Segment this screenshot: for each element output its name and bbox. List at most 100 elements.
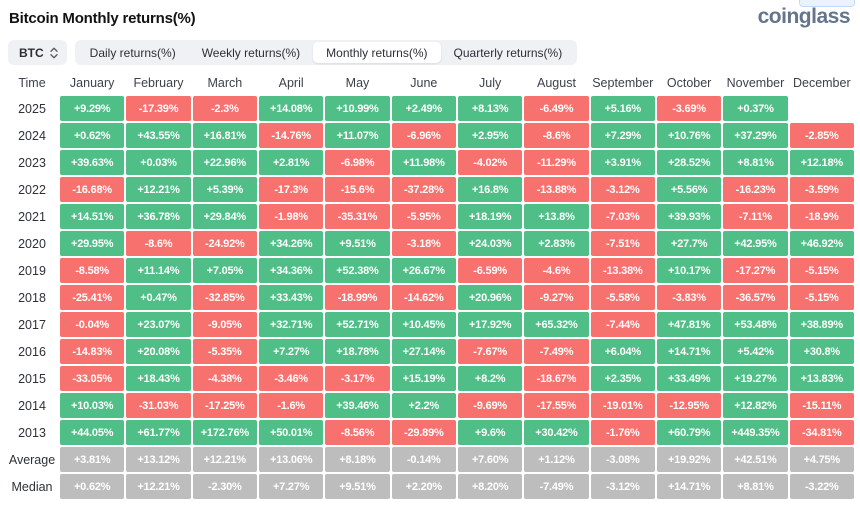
return-cell: +27.14% bbox=[391, 339, 456, 364]
return-cell: -25.41% bbox=[60, 285, 125, 310]
return-cell: +9.51% bbox=[325, 231, 390, 256]
return-cell: +47.81% bbox=[656, 312, 722, 337]
return-cell: +4.75% bbox=[789, 447, 854, 472]
tab-group: Daily returns(%) Weekly returns(%) Monthly… bbox=[74, 40, 578, 65]
return-cell: -17.25% bbox=[192, 393, 257, 418]
return-cell: -8.56% bbox=[325, 420, 390, 445]
return-cell: +172.76% bbox=[192, 420, 257, 445]
row-label: 2017 bbox=[18, 317, 46, 332]
table-row-average: Average +3.81% +13.12% +12.21% +13.06% +8.18%… bbox=[6, 447, 854, 472]
table-row-2023: 2023 +39.63% +0.03% +22.96% +2.81% -6.98% +11.… bbox=[6, 150, 854, 175]
table-row-2017: 2017 -0.04% +23.07% -9.05% +32.71% +52.71% +10… bbox=[6, 312, 854, 337]
return-cell: -1.6% bbox=[258, 393, 324, 418]
return-cell: -7.03% bbox=[590, 204, 655, 229]
return-cell: -14.62% bbox=[391, 285, 456, 310]
table-row-2020: 2020 +29.95% -8.6% -24.92% +34.26% +9.51% -3.1… bbox=[6, 231, 854, 256]
return-cell: +2.20% bbox=[391, 474, 456, 499]
return-cell: -29.89% bbox=[391, 420, 456, 445]
return-cell: +12.21% bbox=[126, 177, 191, 202]
return-cell: +29.95% bbox=[60, 231, 125, 256]
return-cell: +10.03% bbox=[60, 393, 125, 418]
return-cell: -9.27% bbox=[524, 285, 589, 310]
return-cell: +5.39% bbox=[192, 177, 257, 202]
column-header-july: July bbox=[479, 76, 502, 90]
return-cell: +46.92% bbox=[789, 231, 854, 256]
return-cell: +18.19% bbox=[457, 204, 523, 229]
return-cell: +12.18% bbox=[789, 150, 854, 175]
return-cell: -36.57% bbox=[723, 285, 788, 310]
return-cell: +39.63% bbox=[60, 150, 125, 175]
return-cell: -32.85% bbox=[192, 285, 257, 310]
return-cell: -4.02% bbox=[457, 150, 523, 175]
return-cell: +10.45% bbox=[391, 312, 456, 337]
return-cell: -15.6% bbox=[325, 177, 390, 202]
tab-weekly-returns[interactable]: Weekly returns(%) bbox=[189, 42, 313, 63]
return-cell: -15.11% bbox=[789, 393, 854, 418]
return-cell: +33.43% bbox=[258, 285, 324, 310]
return-cell: -5.15% bbox=[789, 285, 854, 310]
return-cell: +13.8% bbox=[524, 204, 589, 229]
table-row-2024: 2024 +0.62% +43.55% +16.81% -14.76% +11.07% -6… bbox=[6, 123, 854, 148]
return-cell: +7.27% bbox=[258, 339, 324, 364]
return-cell: +44.05% bbox=[60, 420, 125, 445]
return-cell: +8.18% bbox=[325, 447, 390, 472]
page-title: Bitcoin Monthly returns(%) bbox=[9, 10, 196, 27]
row-label: 2024 bbox=[18, 128, 46, 143]
tab-monthly-returns[interactable]: Monthly returns(%) bbox=[313, 42, 441, 63]
page-header: Bitcoin Monthly returns(%) coinglass bbox=[0, 0, 860, 34]
return-cell: +20.96% bbox=[457, 285, 523, 310]
return-cell: +19.92% bbox=[656, 447, 722, 472]
return-cell: +12.82% bbox=[723, 393, 788, 418]
return-cell: -18.99% bbox=[325, 285, 390, 310]
row-label: Median bbox=[11, 479, 53, 494]
table-row-2015: 2015 -33.05% +18.43% -4.38% -3.46% -3.17% +15.… bbox=[6, 366, 854, 391]
tab-daily-returns[interactable]: Daily returns(%) bbox=[77, 42, 189, 63]
return-cell: +0.47% bbox=[126, 285, 191, 310]
table-row-median: Median +0.62% +12.21% -2.30% +7.27% +9.51% +2.… bbox=[6, 474, 854, 499]
return-cell: -7.44% bbox=[590, 312, 655, 337]
return-cell: +0.37% bbox=[723, 96, 788, 121]
return-cell: +2.81% bbox=[258, 150, 324, 175]
return-cell: +9.6% bbox=[457, 420, 523, 445]
return-cell: -16.68% bbox=[60, 177, 125, 202]
toolbar: BTC Daily returns(%) Weekly returns(%) Mon… bbox=[8, 40, 860, 65]
return-cell: -35.31% bbox=[325, 204, 390, 229]
return-cell: +2.49% bbox=[391, 96, 456, 121]
return-cell: -13.88% bbox=[524, 177, 589, 202]
return-cell: -4.6% bbox=[524, 258, 589, 283]
coin-selector[interactable]: BTC bbox=[8, 40, 67, 65]
return-cell: +30.42% bbox=[524, 420, 589, 445]
column-header-february: February bbox=[133, 76, 184, 90]
column-header-august: August bbox=[537, 76, 576, 90]
return-cell: +42.51% bbox=[723, 447, 788, 472]
return-cell: -1.76% bbox=[590, 420, 655, 445]
return-cell: +14.71% bbox=[656, 339, 722, 364]
return-cell: -11.29% bbox=[524, 150, 589, 175]
return-cell: +15.19% bbox=[391, 366, 456, 391]
row-label: 2016 bbox=[18, 344, 46, 359]
return-cell: +52.71% bbox=[325, 312, 390, 337]
return-cell: +1.12% bbox=[524, 447, 589, 472]
return-cell: +8.20% bbox=[457, 474, 523, 499]
return-cell: +39.46% bbox=[325, 393, 390, 418]
return-cell: -3.59% bbox=[789, 177, 854, 202]
return-cell: +53.48% bbox=[723, 312, 788, 337]
return-cell: -6.59% bbox=[457, 258, 523, 283]
column-header-march: March bbox=[207, 76, 243, 90]
return-cell: +23.07% bbox=[126, 312, 191, 337]
return-cell: +38.89% bbox=[789, 312, 854, 337]
tab-quarterly-returns[interactable]: Quarterly returns(%) bbox=[441, 42, 576, 63]
column-header-june: June bbox=[410, 76, 438, 90]
return-cell: +12.21% bbox=[126, 474, 191, 499]
return-cell: +5.42% bbox=[723, 339, 788, 364]
return-cell: +17.92% bbox=[457, 312, 523, 337]
return-cell: +16.81% bbox=[192, 123, 257, 148]
return-cell: +24.03% bbox=[457, 231, 523, 256]
return-cell: -5.58% bbox=[590, 285, 655, 310]
return-cell: +16.8% bbox=[457, 177, 523, 202]
return-cell: -9.69% bbox=[457, 393, 523, 418]
return-cell: +10.76% bbox=[656, 123, 722, 148]
coinglass-logo[interactable]: coinglass bbox=[757, 5, 851, 28]
partial-badge[interactable] bbox=[799, 0, 855, 7]
return-cell: +30.8% bbox=[789, 339, 854, 364]
